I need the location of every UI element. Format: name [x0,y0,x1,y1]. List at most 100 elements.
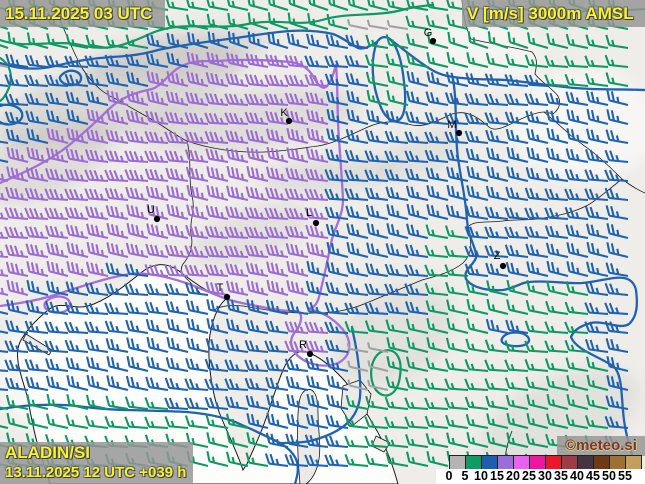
wind-barb [426,318,449,335]
wind-barb [246,0,269,12]
wind-barb [0,31,9,49]
city-label: M [447,119,456,131]
wind-barb [544,55,569,69]
wind-barb [365,34,389,50]
wind-barb [585,394,609,411]
wind-barb [364,283,389,297]
wind-barb [245,452,269,468]
wind-barb [145,33,169,50]
wind-barb [286,32,309,50]
wind-barb [245,129,269,145]
wind-barb [125,53,149,69]
wind-barb [264,93,289,107]
wind-barb [305,224,329,240]
wind-barb [306,375,329,392]
city-dot [312,219,320,227]
wind-barb [426,52,449,69]
wind-barb [46,147,69,164]
wind-barb [86,223,109,240]
wind-barb [506,146,529,164]
wind-barb [524,320,549,335]
wind-barb [405,185,429,202]
wind-barb [24,358,49,373]
city-label: T [217,282,224,294]
wind-barb [426,337,449,354]
wind-barb [405,0,429,12]
city-marker: M [447,119,463,137]
wind-barb [425,167,449,183]
wind-barb [45,301,69,316]
wind-barb [347,360,369,373]
wind-barb [445,204,469,221]
wind-barb [225,147,249,164]
wind-barb [66,242,89,259]
wind-barb [247,12,269,30]
wind-barb [564,168,589,183]
wind-barb [386,337,409,354]
wind-barb [266,412,289,430]
wind-barb [26,261,49,278]
wind-barb [305,357,329,373]
wind-barb [464,112,489,126]
wind-barb [344,169,369,183]
wind-barb [245,186,269,202]
wind-barb [564,301,589,316]
wind-barb [284,187,309,202]
wind-barb [465,338,489,354]
wind-barb [204,396,229,411]
wind-barb [25,110,49,126]
wind-barb [224,245,249,259]
wind-barb [184,131,209,145]
wind-barb [347,19,369,31]
wind-barb [605,262,629,278]
wind-barb [486,147,509,164]
wind-barb [266,394,289,411]
wind-barb [446,299,469,316]
wind-barb [206,451,229,468]
wind-barb [267,0,289,12]
wind-barb [586,128,609,145]
wind-barb [484,73,509,88]
wind-barb [404,264,429,278]
wind-barb [284,54,309,69]
wind-barb [165,90,189,107]
wind-barb [44,321,69,335]
wind-barb [486,413,509,430]
wind-barb [284,454,309,468]
wind-barb [466,52,489,69]
wind-barb [406,203,429,221]
wind-barb [226,0,249,12]
wind-barb [526,279,549,297]
wind-barb [586,108,609,126]
wind-barb [344,188,369,202]
wind-barb [264,320,289,335]
wind-barb [425,91,449,107]
wind-barb [244,111,269,126]
legend-tick: 40 [570,469,584,483]
wind-barb [246,299,269,316]
wind-barb [186,51,209,69]
wind-barb [306,393,329,411]
wind-barb [206,318,229,335]
wind-barb [404,416,429,430]
wind-barb [406,33,429,50]
wind-barb [364,453,389,468]
city-dot [285,117,293,125]
wind-barb [125,186,149,202]
wind-barb [324,55,349,69]
wind-barb [26,128,49,145]
wind-barb [124,169,149,183]
wind-barb [304,321,329,335]
wind-barb [44,225,69,240]
wind-barb [264,54,289,69]
legend-swatch [562,456,578,470]
wind-barb [344,282,369,297]
wind-barb [45,375,69,392]
wind-barb [585,223,609,240]
wind-barb [85,338,109,354]
wind-barb [384,263,409,278]
contour-15-purple [0,58,351,367]
wind-barb [464,263,489,278]
wind-barb [246,166,269,183]
wind-barb [606,242,629,259]
